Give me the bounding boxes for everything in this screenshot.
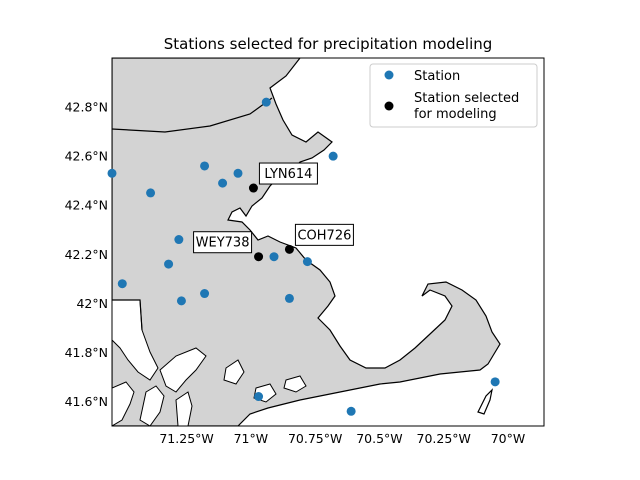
station-point xyxy=(302,257,312,267)
station-points xyxy=(107,97,500,416)
y-tick-label: 42°N xyxy=(76,296,108,311)
callout-label: WEY738 xyxy=(196,236,250,251)
selected-station-point xyxy=(284,244,294,254)
station-callout: COH726 xyxy=(294,223,354,246)
station-point xyxy=(284,293,294,303)
station-point xyxy=(490,377,500,387)
map-frame xyxy=(111,57,545,427)
x-tick-label: 70.5°W xyxy=(356,431,402,446)
legend: Station Station selected for modeling xyxy=(369,63,538,128)
selected-station-point xyxy=(248,183,258,193)
legend-box xyxy=(369,63,538,128)
x-tick-label: 70.25°W xyxy=(417,431,471,446)
station-point xyxy=(174,235,184,245)
mainland-land xyxy=(112,58,501,426)
station-point xyxy=(117,279,127,289)
x-tick-label: 71.25°W xyxy=(159,431,213,446)
station-callout: LYN614 xyxy=(258,162,318,185)
callout-label: COH726 xyxy=(297,228,351,243)
callout-box xyxy=(258,162,318,185)
callout-label: LYN614 xyxy=(264,167,312,182)
y-tick-label: 42.4°N xyxy=(65,198,108,213)
x-axis-ticks: 71.25°W 71°W 70.75°W 70.5°W 70.25°W 70°W xyxy=(159,431,525,446)
station-point xyxy=(254,392,264,402)
legend-label-selected-line2: for modeling xyxy=(414,107,497,122)
state-border-north xyxy=(112,97,273,133)
selected-station-point xyxy=(254,252,264,262)
callout-box xyxy=(193,231,253,254)
callout-box xyxy=(294,223,354,246)
x-tick-label: 70.75°W xyxy=(288,431,342,446)
station-point xyxy=(269,252,279,262)
x-tick-label: 70°W xyxy=(491,431,526,446)
station-point xyxy=(328,151,338,161)
station-point xyxy=(261,97,271,107)
station-point xyxy=(233,168,243,178)
state-border-west xyxy=(112,299,143,331)
station-point xyxy=(200,161,210,171)
inlet-south-8 xyxy=(283,375,307,393)
station-callouts: LYN614 COH726 WEY738 xyxy=(193,162,354,254)
x-tick-label: 71°W xyxy=(234,431,269,446)
small-island xyxy=(477,388,493,415)
legend-label-station: Station xyxy=(414,69,460,84)
station-point xyxy=(200,289,210,299)
station-point xyxy=(176,296,186,306)
inlet-south-2 xyxy=(159,347,207,393)
inlet-south-5 xyxy=(175,391,193,426)
station-point xyxy=(107,168,117,178)
inlet-south-6 xyxy=(223,359,245,385)
inlet-south-3 xyxy=(112,381,135,426)
y-tick-label: 42.8°N xyxy=(65,100,108,115)
legend-marker-station xyxy=(384,70,394,80)
legend-marker-selected xyxy=(384,101,394,111)
station-point xyxy=(218,178,228,188)
y-axis-ticks: 41.6°N 41.8°N 42°N 42.2°N 42.4°N 42.6°N 42.8°N xyxy=(65,100,108,409)
legend-label-selected-line1: Station selected xyxy=(414,91,519,106)
y-tick-label: 41.6°N xyxy=(65,394,108,409)
inlet-south-4 xyxy=(139,385,165,426)
station-callout: WEY738 xyxy=(193,231,253,254)
station-point xyxy=(164,259,174,269)
station-point xyxy=(146,188,156,198)
y-tick-label: 42.2°N xyxy=(65,247,108,262)
station-point xyxy=(346,406,356,416)
chart-title: Stations selected for precipitation mode… xyxy=(164,35,493,53)
y-tick-label: 42.6°N xyxy=(65,149,108,164)
y-tick-label: 41.8°N xyxy=(65,345,108,360)
